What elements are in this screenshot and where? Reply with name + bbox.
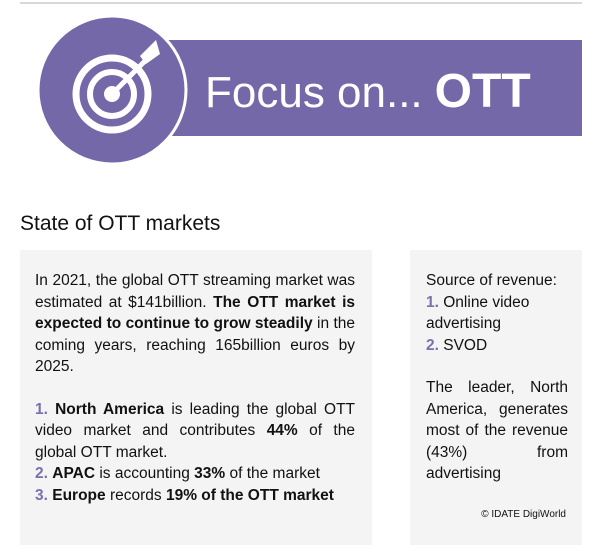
source-item: 2. SVOD [426,335,568,357]
market-box: In 2021, the global OTT streaming market… [20,250,372,545]
bold-text: North America [55,400,165,418]
spacer [35,378,355,399]
text-run: is accounting [95,465,195,482]
text-run: In 2021, the global OTT streaming market… [35,272,355,311]
market-item: 1. North America is leading the global O… [35,399,355,464]
text-run: in the coming years, reaching 165billion… [35,315,355,375]
source-item: 1. Online video advertising [426,292,568,335]
item-number: 1. [35,400,48,418]
text-run: is leading the global OTT video market a… [35,400,356,440]
bold-text: The OTT market is expected to continue t… [35,293,356,333]
target-ring [87,69,137,119]
text-run: of the market [225,465,320,482]
section-title: State of OTT markets [20,212,221,235]
item-number: 2. [426,336,439,354]
bold-text: 33% [194,465,226,482]
market-item: 2. APAC is accounting 33% of the market [35,463,355,485]
text-run: of the global OTT market. [35,422,355,461]
arrow-shaft [110,56,150,96]
bold-text: APAC [52,465,96,482]
banner-title: Focus on... OTT [205,64,531,119]
banner [36,14,582,166]
text-run: records [105,486,166,504]
spacer [426,356,568,377]
bold-text: Europe [52,486,106,504]
target-ring [72,54,152,134]
credit: © IDATE DigiWorld [481,508,566,520]
bold-text: 19% of the OTT market [165,486,334,504]
intro-paragraph: In 2021, the global OTT streaming market… [35,270,355,378]
item-number: 2. [35,465,48,482]
arrow-fletch [140,40,160,64]
source-label: SVOD [443,336,488,354]
market-item: 3. Europe records 19% of the OTT market [35,485,355,507]
source-list: 1. Online video advertising 2. SVOD [426,292,568,357]
item-number: 3. [35,486,48,504]
revenue-box: Source of revenue: 1. Online video adver… [410,250,582,545]
title-prefix: Focus on... [205,68,423,117]
title-emphasis: OTT [434,65,531,118]
leader-note: The leader, North America, generates mos… [426,379,568,482]
revenue-title: Source of revenue: [426,272,557,289]
bold-text: 44% [266,422,298,439]
item-number: 1. [426,293,439,311]
divider [20,2,582,4]
source-label: Online video advertising [426,293,530,333]
